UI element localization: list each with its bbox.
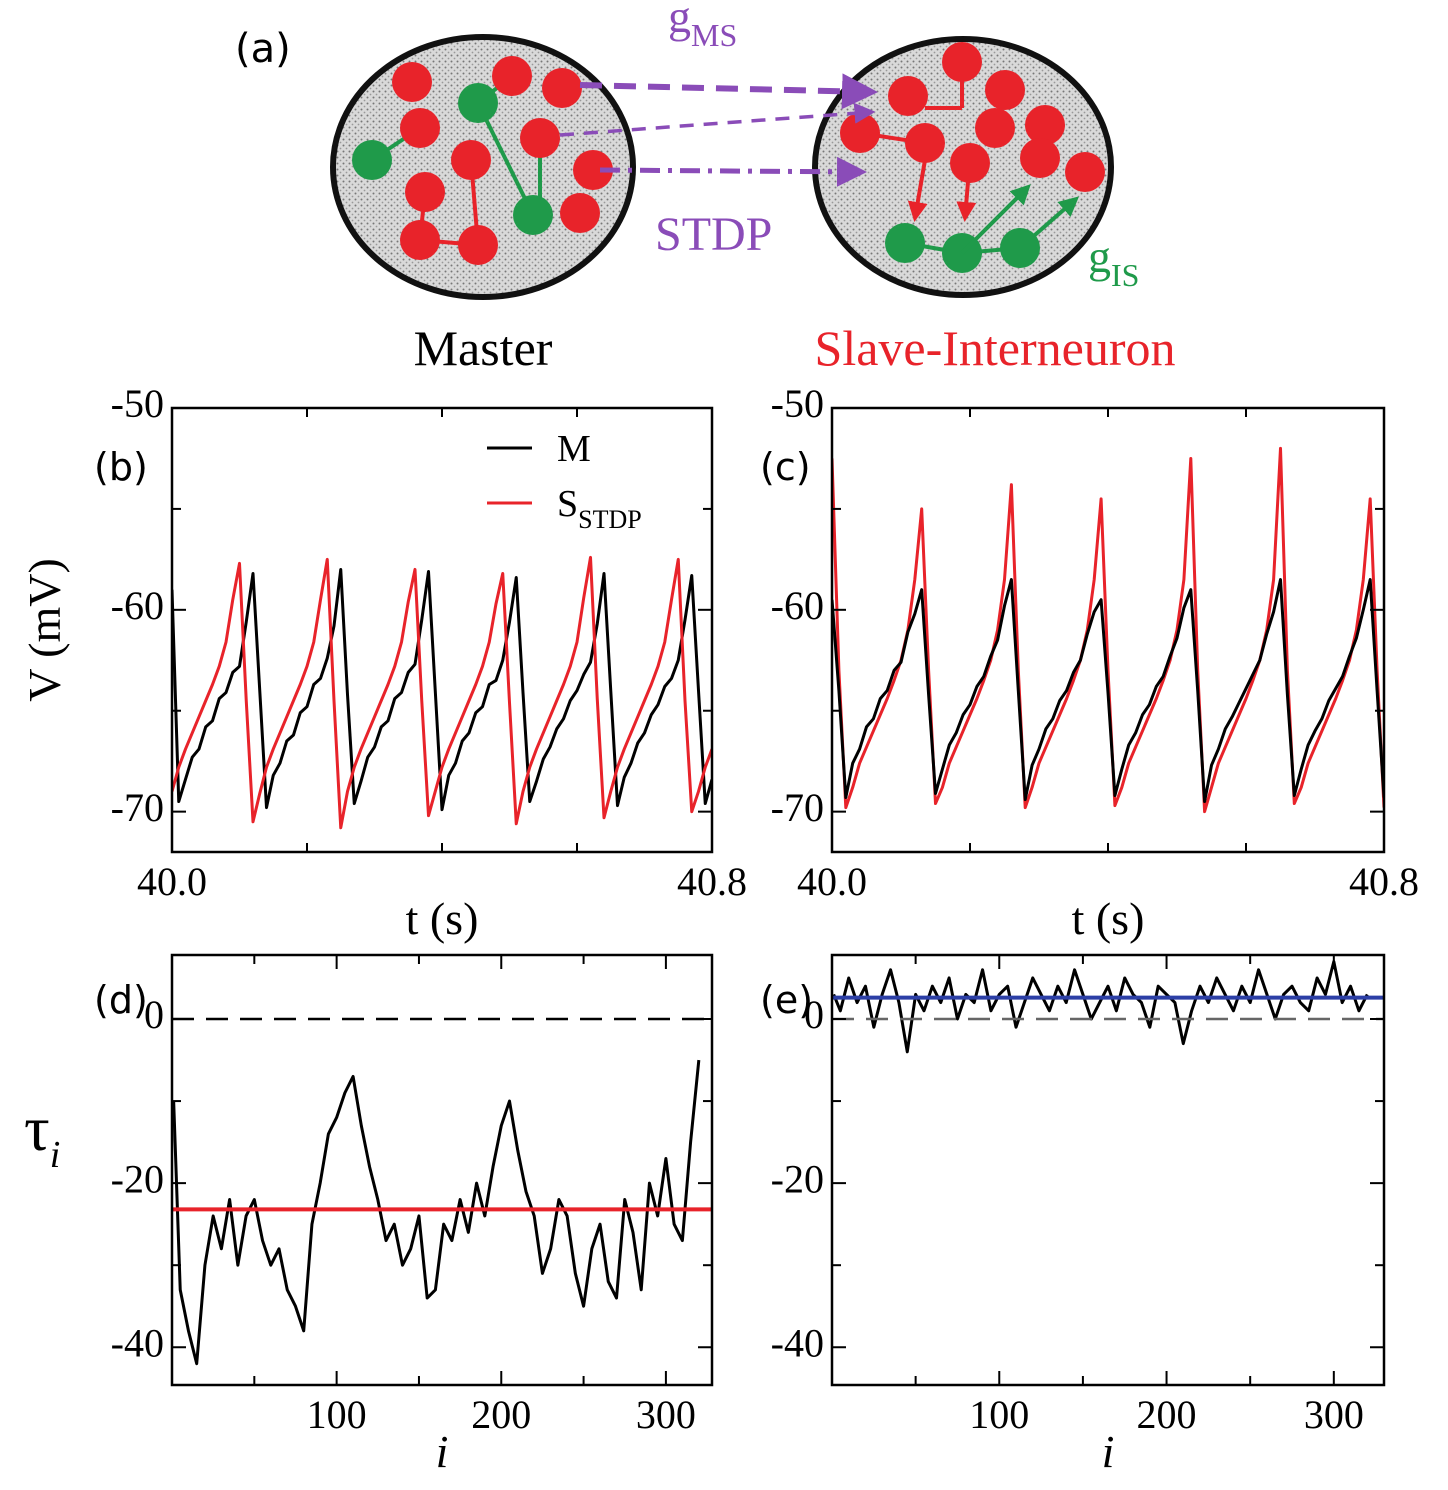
label-sub: i [50,1134,61,1176]
label-sub: STDP [578,505,642,534]
plot-frame [170,953,714,1387]
label-base: g [668,0,691,42]
legend-label: M [557,428,591,470]
chart-panel: 100 200 300-40-200(d)iτi [24,953,714,1477]
y-tick-label: -40 [111,1320,164,1365]
coupling-arrows [559,73,878,187]
chart-panel: 40.0 40.8 -70 -60 -50 (c) t (s) [760,381,1419,944]
stdp-label: STDP [655,208,772,261]
x-axis-label: i [1102,1426,1115,1477]
label-base: τ [24,1093,50,1164]
x-tick-label: 40.8 [1349,859,1419,904]
y-tick-label: -20 [771,1156,824,1201]
y-tick-label: 0 [144,992,164,1037]
x-tick-label: 40.0 [797,859,867,904]
coupling-label: gMS [668,0,737,53]
plot-frame [830,953,1386,1387]
panel-label: (c) [760,445,811,489]
inhibition-label: gIS [1088,231,1139,293]
series-line [172,1059,701,1366]
label-sub: IS [1111,257,1139,293]
excitatory-neurons [392,42,1105,265]
x-axis-label: t (s) [406,893,479,944]
panel-label: (e) [760,978,813,1022]
y-axis-label: τi [24,1093,60,1176]
series-line [172,555,712,830]
legend-label: SSTDP [557,483,642,534]
x-tick-label: 300 [1304,1392,1364,1437]
label-base: g [1088,231,1111,282]
y-tick-label: -20 [111,1156,164,1201]
y-axis-label: V (mV) [19,558,70,702]
y-tick-label: -70 [771,785,824,830]
x-axis-label: i [436,1426,449,1477]
x-tick-label: 40.8 [677,859,747,904]
y-tick-label: -70 [111,785,164,830]
y-tick-label: -60 [111,583,164,628]
synapse-arrows [907,159,1080,255]
y-tick-label: -50 [771,381,824,426]
series-line [832,446,1384,814]
diagram: (a) gMS STDP [235,0,1175,376]
y-tick-label: -50 [111,381,164,426]
x-tick-label: 200 [471,1392,531,1437]
y-tick-label: -60 [771,583,824,628]
x-axis-label: t (s) [1072,893,1145,944]
y-tick-label: 0 [804,992,824,1037]
x-tick-label: 200 [1137,1392,1197,1437]
x-tick-label: 300 [636,1392,696,1437]
label-sub: MS [691,17,737,53]
slave-label: Slave-Interneuron [815,320,1176,376]
x-tick-label: 100 [969,1392,1029,1437]
master-label: Master [414,320,553,376]
panel-label: (a) [235,26,291,72]
x-tick-label: 100 [307,1392,367,1437]
series-line [172,567,712,812]
panel-label: (d) [94,978,148,1022]
series-line [832,578,1384,804]
chart-panel: 100 200 300 -40 -20 0(e) i [760,953,1386,1477]
series-line [832,960,1369,1054]
label-base: S [557,483,578,525]
y-tick-label: -40 [771,1320,824,1365]
panel-label: (b) [94,445,148,489]
x-tick-label: 40.0 [137,859,207,904]
